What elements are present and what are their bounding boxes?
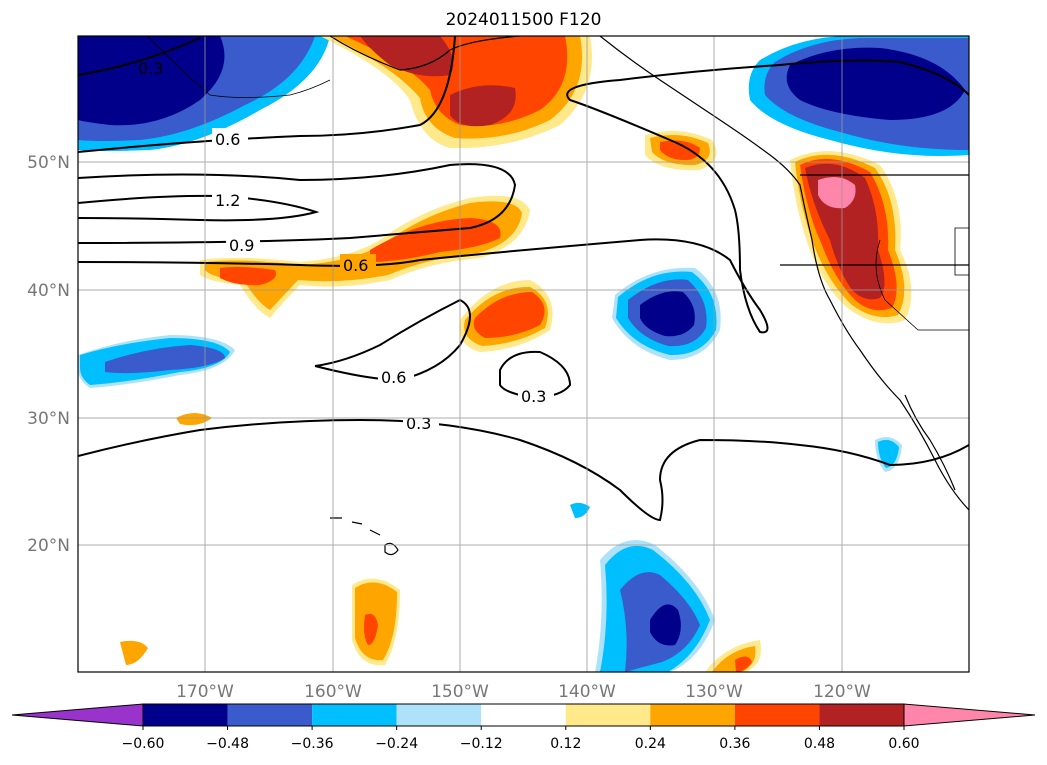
- negative-anomaly-west: [78, 335, 235, 388]
- colorbar-tick-label: −0.12: [460, 736, 503, 752]
- negative-anomaly-south: [595, 540, 715, 672]
- contour-1-2: [78, 194, 320, 222]
- contour-label: 0.3: [138, 59, 163, 78]
- longitude-labels: 170°W 160°W 150°W 140°W 130°W 120°W: [176, 682, 871, 702]
- colorbar-tick-label: 0.36: [719, 736, 750, 752]
- positive-anomaly-small-gulf: [645, 131, 717, 171]
- contour-0-9: [78, 163, 517, 244]
- aleutian-islands: [147, 36, 331, 98]
- state-borders: [875, 239, 969, 331]
- contour-lines: [78, 36, 969, 522]
- small-positive-blob: [176, 413, 212, 426]
- map-frame: [77, 35, 970, 673]
- positive-anomaly-south: [352, 578, 400, 666]
- contour-label: 0.6: [343, 256, 368, 275]
- contour-label: 1.2: [215, 191, 240, 210]
- colorbar-segment: [481, 704, 566, 726]
- baja-coast: [904, 394, 956, 491]
- contour-label: 0.3: [521, 387, 546, 406]
- colorbar-segment: [143, 704, 228, 726]
- lon-label-160w: 160°W: [304, 682, 362, 702]
- positive-anomaly-north: [320, 36, 592, 149]
- lat-label-50n: 50°N: [27, 153, 70, 173]
- colorbar-segment: [227, 704, 313, 726]
- hawaii-islands: [330, 517, 399, 556]
- contour-0-6-north: [78, 36, 456, 153]
- colorbar-tick-label: 0.60: [888, 736, 919, 752]
- contour-0-3-north: [78, 37, 201, 76]
- contour-0-3-south: [78, 418, 969, 522]
- latitude-labels: 50°N 40°N 30°N 20°N: [27, 153, 70, 556]
- lon-label-130w: 130°W: [685, 682, 743, 702]
- colorbar-border: [142, 703, 905, 727]
- gridlines: [78, 36, 969, 672]
- contour-label: 0.9: [229, 236, 254, 255]
- contour-0-3-closed: [499, 350, 572, 399]
- contour-label: 0.3: [406, 414, 431, 433]
- positive-anomaly-southeast: [705, 640, 761, 672]
- lat-label-20n: 20°N: [27, 536, 70, 556]
- map-title: 2024011500 F120: [445, 10, 602, 30]
- colorbar-segment: [650, 704, 735, 726]
- contour-label: 0.6: [215, 130, 240, 149]
- lat-label-40n: 40°N: [27, 281, 70, 301]
- alaska-coast: [329, 36, 521, 71]
- colorbar-tick-label: 0.12: [550, 736, 581, 752]
- colorbar-extend-high: [903, 703, 1036, 727]
- contour-label: 0.6: [381, 368, 406, 387]
- colorbar-tick-label: −0.24: [375, 736, 418, 752]
- lon-label-170w: 170°W: [176, 682, 234, 702]
- colorbar-extend-low: [11, 703, 144, 727]
- colorbar-tick-label: −0.60: [122, 736, 165, 752]
- colorbar-segment: [819, 704, 904, 726]
- lon-label-120w: 120°W: [813, 682, 871, 702]
- colorbar: −0.60 −0.48 −0.36 −0.24 −0.12 0.12 0.24 0.36 0.4…: [11, 703, 1036, 752]
- negative-anomaly-central: [612, 267, 721, 360]
- colorbar-segment: [734, 704, 820, 726]
- small-positive-southwest: [120, 640, 148, 665]
- lon-label-140w: 140°W: [558, 682, 616, 702]
- small-negative-blob: [570, 502, 590, 518]
- shaded-fields: [78, 36, 969, 672]
- lat-label-30n: 30°N: [27, 409, 70, 429]
- colorbar-tick-label: −0.36: [291, 736, 334, 752]
- colorbar-segment: [312, 704, 397, 726]
- colorbar-segment: [565, 704, 651, 726]
- lon-label-150w: 150°W: [431, 682, 489, 702]
- colorbar-tick-label: −0.48: [206, 736, 249, 752]
- colorbar-tick-label: 0.24: [635, 736, 666, 752]
- positive-anomaly-central-south: [459, 280, 553, 352]
- contour-0-3-main: [78, 59, 969, 334]
- colorbar-segment: [396, 704, 482, 726]
- colorbar-tick-label: 0.48: [804, 736, 835, 752]
- contour-label-group: 0.3 0.6 1.2 0.9 0.6 0.6 0.3 0.3: [138, 59, 554, 433]
